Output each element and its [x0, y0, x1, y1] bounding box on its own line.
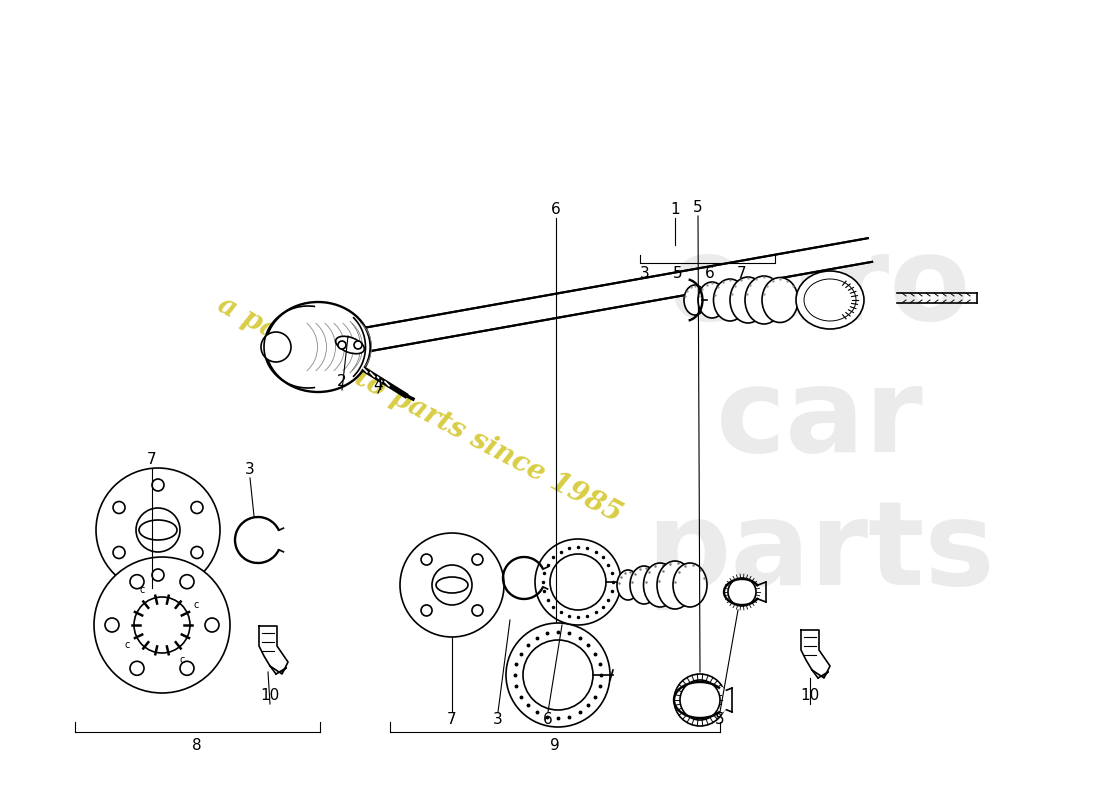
Circle shape: [432, 565, 472, 605]
Circle shape: [191, 502, 204, 514]
Ellipse shape: [673, 563, 707, 607]
Circle shape: [152, 479, 164, 491]
Text: 5: 5: [693, 201, 703, 215]
Ellipse shape: [265, 302, 371, 392]
Text: 10: 10: [801, 687, 820, 702]
Circle shape: [261, 332, 292, 362]
Circle shape: [113, 502, 125, 514]
Text: 6: 6: [551, 202, 561, 218]
Ellipse shape: [644, 563, 676, 607]
Ellipse shape: [698, 282, 726, 318]
Ellipse shape: [762, 278, 798, 322]
Circle shape: [472, 554, 483, 565]
Text: 8: 8: [192, 738, 201, 754]
Text: 7: 7: [737, 266, 747, 281]
Circle shape: [191, 546, 204, 558]
Text: 3: 3: [245, 462, 255, 478]
Circle shape: [104, 618, 119, 632]
Text: c: c: [140, 586, 145, 595]
Circle shape: [550, 554, 606, 610]
Text: c: c: [124, 640, 130, 650]
Text: 4: 4: [373, 378, 383, 393]
Circle shape: [113, 546, 125, 558]
Ellipse shape: [684, 285, 706, 315]
Text: 6: 6: [543, 713, 553, 727]
Circle shape: [130, 662, 144, 675]
Text: 9: 9: [550, 738, 560, 754]
Circle shape: [506, 623, 610, 727]
Circle shape: [180, 574, 194, 589]
Text: 7: 7: [147, 453, 157, 467]
Circle shape: [522, 640, 593, 710]
Circle shape: [421, 554, 432, 565]
Circle shape: [400, 533, 504, 637]
Circle shape: [94, 557, 230, 693]
Circle shape: [338, 341, 346, 349]
Circle shape: [152, 569, 164, 581]
Ellipse shape: [714, 279, 747, 321]
Ellipse shape: [617, 570, 639, 600]
Circle shape: [535, 539, 622, 625]
Text: euro
car
parts: euro car parts: [646, 230, 994, 610]
Ellipse shape: [796, 271, 864, 329]
Text: c: c: [179, 654, 185, 665]
Ellipse shape: [630, 566, 658, 604]
Circle shape: [728, 578, 756, 606]
Ellipse shape: [436, 577, 468, 593]
Circle shape: [205, 618, 219, 632]
Polygon shape: [306, 238, 872, 362]
Circle shape: [134, 597, 190, 653]
Ellipse shape: [730, 277, 766, 323]
Text: 5: 5: [715, 713, 725, 727]
Text: 7: 7: [448, 713, 456, 727]
Circle shape: [136, 508, 180, 552]
Text: a passion to parts since 1985: a passion to parts since 1985: [213, 292, 627, 528]
Circle shape: [680, 680, 720, 720]
Ellipse shape: [657, 561, 693, 609]
Text: 3: 3: [493, 713, 503, 727]
Circle shape: [354, 341, 362, 349]
Ellipse shape: [139, 520, 177, 540]
Text: 5: 5: [673, 266, 683, 281]
Circle shape: [96, 468, 220, 592]
Text: 2: 2: [338, 374, 346, 390]
Circle shape: [421, 605, 432, 616]
Ellipse shape: [745, 276, 783, 324]
Circle shape: [130, 574, 144, 589]
Circle shape: [472, 605, 483, 616]
Ellipse shape: [336, 336, 364, 354]
Text: 10: 10: [261, 687, 279, 702]
Text: 1: 1: [670, 202, 680, 218]
Text: c: c: [194, 600, 199, 610]
Text: 6: 6: [705, 266, 715, 281]
Circle shape: [180, 662, 194, 675]
Text: 3: 3: [640, 266, 650, 281]
